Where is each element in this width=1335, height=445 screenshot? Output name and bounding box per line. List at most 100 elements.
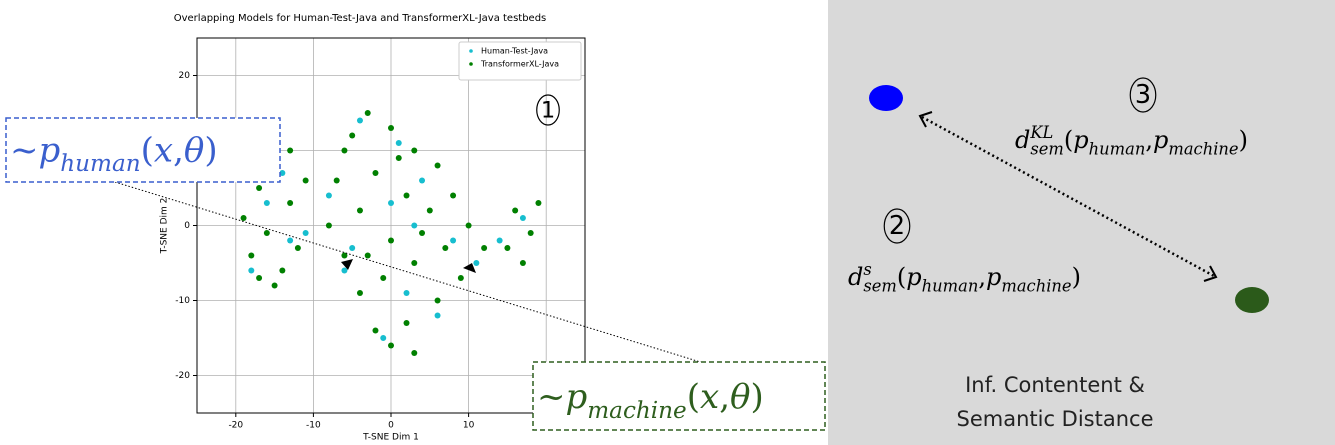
formula-part: ( <box>141 131 154 171</box>
formula-part: ) <box>1239 126 1248 154</box>
y-tick-label: -20 <box>175 371 190 381</box>
scatter-point <box>434 162 441 169</box>
plot-frame <box>196 37 586 414</box>
scatter-point <box>481 245 488 251</box>
legend-marker <box>469 49 473 53</box>
formula-part: machine <box>587 398 686 424</box>
scatter-point <box>473 260 480 266</box>
x-tick-label: 0 <box>388 421 394 431</box>
arrowhead <box>463 263 476 273</box>
machine-node <box>1235 287 1269 313</box>
formula-part: ) <box>750 377 763 417</box>
scatter-point <box>325 192 332 199</box>
scatter-point <box>450 192 457 199</box>
formula-part: ) <box>1072 263 1081 291</box>
x-tick-label: 10 <box>463 421 475 431</box>
formula-part: , <box>1145 126 1153 154</box>
scatter-point <box>341 252 348 259</box>
formula-part: , <box>978 263 986 291</box>
formula-part: sem <box>863 277 897 296</box>
scatter-point <box>419 177 426 184</box>
scatter-point <box>341 147 348 154</box>
scatter-point <box>248 252 255 259</box>
scatter-point <box>372 170 379 176</box>
y-tick-label: -10 <box>175 296 190 306</box>
formula-part: d <box>848 263 863 291</box>
formula-part: ) <box>204 131 217 171</box>
marker-circle <box>1129 77 1157 113</box>
scatter-point <box>349 245 356 251</box>
formula-part: ( <box>897 263 906 291</box>
scatter-point <box>256 275 263 281</box>
scatter-point <box>426 207 433 214</box>
formula-part: , <box>719 377 730 417</box>
x-axis-label: T-SNE Dim 1 <box>362 433 419 443</box>
legend-box <box>458 41 582 81</box>
formula-part: p <box>1153 126 1168 154</box>
chart-title: Overlapping Models for Human-Test-Java a… <box>174 13 547 24</box>
marker-circle <box>883 208 911 244</box>
caption: Semantic Distance <box>957 407 1154 431</box>
x-tick-label: -20 <box>228 421 243 431</box>
scatter-point <box>465 222 472 229</box>
formula-part: sem <box>1030 140 1064 159</box>
scatter-point <box>395 155 402 161</box>
formula-part: human <box>60 151 140 177</box>
formula: ~ p human(x, θ) <box>10 131 218 178</box>
formula-part: p <box>39 131 61 171</box>
formula-part: human <box>1089 140 1146 159</box>
scatter-point <box>263 230 270 236</box>
scatter-point <box>302 230 309 236</box>
formula-part: p <box>986 263 1001 291</box>
marker-circle <box>536 94 560 126</box>
scatter-point <box>364 252 371 259</box>
scatter-point <box>504 245 511 251</box>
formula-part: ~ <box>10 131 39 171</box>
arrowhead <box>918 111 933 128</box>
legend-marker <box>469 62 473 66</box>
scatter-point <box>519 260 526 266</box>
scatter-point <box>434 297 441 304</box>
scatter-point <box>271 282 278 289</box>
y-tick-label: 0 <box>184 221 190 231</box>
caption: Inf. Contentent & <box>965 373 1145 397</box>
scatter-point <box>411 147 418 154</box>
scatter-point <box>434 312 441 319</box>
scatter-point <box>356 207 363 214</box>
scatter-point <box>287 147 294 154</box>
scatter-point <box>294 245 301 251</box>
scatter-point <box>442 245 449 251</box>
legend-label: Human-Test-Java <box>481 47 548 56</box>
scatter-point <box>388 342 394 349</box>
distance-arrow <box>921 115 1215 278</box>
scatter-point <box>279 267 286 274</box>
scatter-point <box>240 215 247 221</box>
scatter-point <box>535 200 542 206</box>
formula-part: machine <box>1168 140 1238 159</box>
scatter-point <box>279 170 286 176</box>
x-tick-label: -10 <box>306 421 321 431</box>
marker-number: 3 <box>1135 80 1151 110</box>
scatter-point <box>450 237 457 244</box>
scatter-point <box>287 237 294 244</box>
legend-label: TransformerXL-Java <box>480 60 559 69</box>
scatter-point <box>333 177 340 184</box>
formula-box <box>5 117 281 183</box>
marker-number: 2 <box>889 211 905 241</box>
scatter-point <box>380 275 387 281</box>
formula-part: ( <box>1064 126 1073 154</box>
y-axis-label: T-SNE Dim 2 <box>160 198 170 255</box>
scatter-point <box>349 132 356 139</box>
formula-part: p <box>1073 126 1088 154</box>
formula-box <box>532 361 826 431</box>
diagram-panel <box>828 0 1335 445</box>
marker-number: 1 <box>541 98 555 124</box>
formula: ~ p machine(x, θ) <box>537 377 764 424</box>
scatter-point <box>411 260 418 266</box>
formula-part: x <box>154 131 173 171</box>
formula-part: p <box>566 377 588 417</box>
formula-part: x <box>700 377 719 417</box>
